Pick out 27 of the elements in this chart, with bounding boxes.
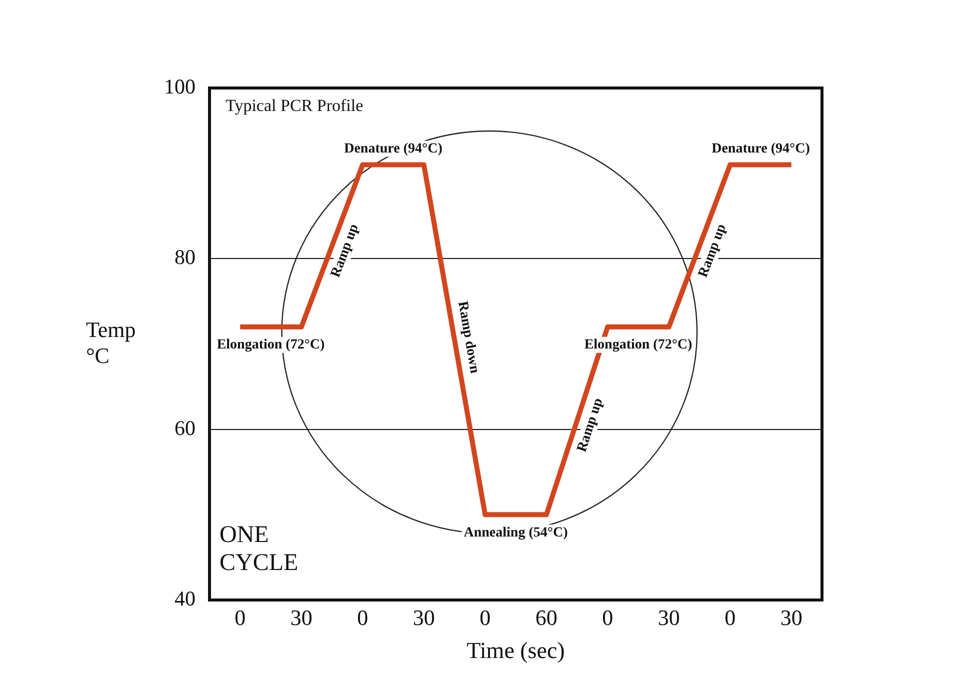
y-tick-label: 60	[174, 416, 196, 440]
y-tick-label: 80	[174, 245, 196, 270]
annotation: Annealing (54°C)	[464, 525, 568, 540]
x-tick-label: 30	[780, 604, 802, 630]
x-tick-label: 0	[357, 604, 368, 630]
y-axis-title: Temp °C	[86, 316, 136, 368]
x-tick-label: 0	[234, 604, 246, 630]
x-tick-label: 0	[602, 604, 614, 630]
y-tick-label: 100	[164, 74, 196, 99]
annotation: Denature (94°C)	[712, 141, 810, 156]
x-tick-label: 0	[724, 604, 736, 630]
x-axis-title: Time (sec)	[466, 638, 565, 664]
text: Typical PCR Profile	[226, 96, 364, 115]
x-tick-label: 60	[535, 604, 558, 630]
annotation: ONE CYCLE	[220, 522, 298, 576]
y-tick-label: 40	[174, 586, 196, 611]
x-tick-label: 0	[480, 604, 491, 630]
x-tick-label: 30	[290, 604, 312, 630]
annotation: Denature (94°C)	[344, 141, 443, 156]
annotation: Elongation (72°C)	[216, 338, 326, 353]
x-tick-label: 30	[412, 604, 435, 630]
annotation: Elongation (72°C)	[584, 338, 693, 353]
annotation: Ramp up	[696, 222, 730, 280]
annotation: Ramp down	[454, 300, 482, 375]
x-tick-label: 30	[658, 604, 680, 630]
annotation: Ramp up	[328, 222, 362, 280]
annotation: Ramp up	[574, 396, 606, 454]
